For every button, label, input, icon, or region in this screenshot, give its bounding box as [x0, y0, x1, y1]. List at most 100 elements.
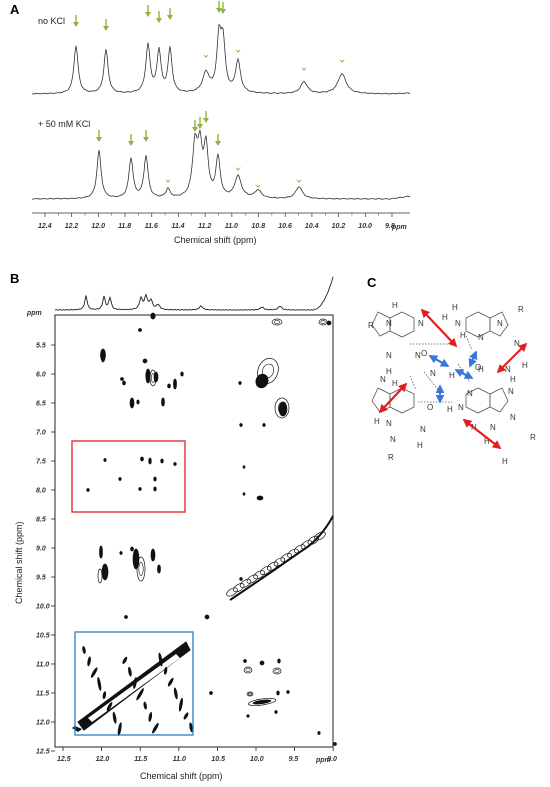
- tick-label-b-y: 11.5: [36, 691, 49, 698]
- tick-label-b-x: 10.0: [250, 756, 264, 763]
- tick-label-b-y: 11.0: [36, 662, 49, 669]
- tick-label-a: 9.8: [385, 223, 395, 230]
- tick-label-b-y: 7.5: [36, 459, 46, 466]
- atom-label: N: [455, 319, 461, 328]
- spectrum-50mm-kcl: [31, 129, 411, 200]
- tick-label-a: 12.0: [91, 223, 105, 230]
- tick-label-b-y: 8.0: [36, 488, 46, 495]
- tick-label-b-y: 10.5: [36, 633, 50, 640]
- atom-label: N: [505, 365, 511, 374]
- y-axis-label-b: Chemical shift (ppm): [14, 521, 24, 604]
- atom-label: N: [458, 403, 464, 412]
- tick-label-b-y: 9.0: [36, 546, 46, 553]
- red-region-box: [71, 440, 186, 513]
- tick-label-a: 11.6: [145, 223, 158, 230]
- atom-label: N: [386, 351, 392, 360]
- noe-arrow: [496, 342, 528, 374]
- atom-label: H: [502, 457, 508, 466]
- noe-arrow: [454, 369, 474, 379]
- condition-50mm-kcl: + 50 mM KCl: [38, 119, 90, 129]
- atom-label: H: [386, 367, 392, 376]
- atom-label: H: [392, 301, 398, 310]
- noe-arrow: [462, 418, 502, 450]
- tick-label-a: 10.8: [252, 223, 266, 230]
- atom-label: O: [475, 363, 481, 372]
- tick-label-a: 10.6: [278, 223, 292, 230]
- tick-label-b-x: 12.5: [57, 756, 71, 763]
- projection-1d: [54, 276, 334, 311]
- atom-label: R: [388, 453, 394, 462]
- tick-label-a: 10.0: [358, 223, 372, 230]
- tick-label-a: 11.0: [225, 223, 238, 230]
- atom-label: N: [418, 319, 424, 328]
- tick-label-a: 11.4: [171, 223, 184, 230]
- panel-c-label: C: [367, 275, 377, 290]
- noesy-crosspeaks: [72, 312, 337, 746]
- atom-label: N: [490, 423, 496, 432]
- atom-label: O: [427, 403, 433, 412]
- atom-label: N: [380, 375, 386, 384]
- atom-label: H: [392, 379, 398, 388]
- atom-label: H: [442, 313, 448, 322]
- atom-label: R: [530, 433, 536, 442]
- atom-label: H: [447, 405, 453, 414]
- atom-label: N: [514, 339, 520, 348]
- tick-label-b-x: 11.5: [134, 756, 147, 763]
- atom-label: R: [368, 321, 374, 330]
- tick-label-b-x: 10.5: [211, 756, 225, 763]
- tick-label-b-y: 12.0: [36, 720, 50, 727]
- tick-label-a: 11.8: [118, 223, 131, 230]
- panel-b-label: B: [10, 271, 19, 286]
- tick-label-b-y: 6.5: [36, 401, 46, 408]
- panel-c: C HRNNHNHNNOHNHHNONRNHNHNHNOHNHNNRHNNNHN…: [367, 275, 536, 466]
- blue-region-box: [74, 631, 194, 736]
- tick-label-b-x: 11.0: [173, 756, 186, 763]
- tick-label-b-x: 9.0: [327, 756, 337, 763]
- tick-label-a: 11.2: [198, 223, 211, 230]
- atom-label: R: [518, 305, 524, 314]
- atom-label: N: [420, 425, 426, 434]
- atom-label: H: [522, 361, 528, 370]
- peak-arrows-50mm-kcl: [96, 111, 302, 188]
- atom-label: N: [478, 333, 484, 342]
- atom-label: N: [390, 435, 396, 444]
- x-axis-label-a: Chemical shift (ppm): [174, 235, 257, 245]
- tick-label-a: 10.4: [305, 223, 319, 230]
- g-quartet-atoms: HRNNHNHNNOHNHHNONRNHNHNHNOHNHNNRHNNNHNRH…: [368, 301, 536, 466]
- atom-label: N: [508, 387, 514, 396]
- tick-label-b-x: 12.0: [96, 756, 110, 763]
- atom-label: H: [460, 331, 466, 340]
- panel-a-label: A: [10, 2, 20, 17]
- atom-label: N: [510, 413, 516, 422]
- noe-arrow: [420, 308, 458, 348]
- tick-label-b-y: 9.5: [36, 575, 46, 582]
- atom-label: H: [417, 441, 423, 450]
- x-axis-label-b: Chemical shift (ppm): [140, 771, 223, 781]
- atom-label: H: [374, 417, 380, 426]
- atom-label: H: [510, 375, 516, 384]
- x-ticks-a: 12.4 12.2 12.0 11.8 11.6 11.4 11.2 11.0 10.8 10.6…: [38, 213, 395, 230]
- atom-label: H: [449, 371, 455, 380]
- atom-label: N: [497, 319, 503, 328]
- tick-label-b-y: 6.0: [36, 372, 46, 379]
- y-ticks-b: 5.5 6.0 6.5 7.0 7.5 8.0 8.5 9.0 9.5 10.0 10.5 11.0 1…: [36, 343, 55, 756]
- tick-label-b-y: 7.0: [36, 430, 46, 437]
- tick-label-a: 12.4: [38, 223, 52, 230]
- atom-label: O: [421, 349, 427, 358]
- unit-label-b-top: ppm: [26, 310, 42, 317]
- atom-label: N: [415, 351, 421, 360]
- panel-b: B ppm 12.5 12.0 11.5 11.0 10.5 10.0 9.5 9.0 5.5…: [10, 271, 337, 781]
- unit-label-b: ppm: [315, 757, 331, 764]
- spectrum-no-kcl: [31, 23, 411, 95]
- noe-arrow: [378, 382, 408, 414]
- noe-arrows: [378, 308, 528, 450]
- condition-no-kcl: no KCl: [38, 16, 65, 26]
- atom-label: N: [386, 419, 392, 428]
- x-ticks-b: 12.5 12.0 11.5 11.0 10.5 10.0 9.5 9.0: [57, 747, 337, 763]
- atom-label: H: [452, 303, 458, 312]
- noe-arrow: [468, 350, 478, 368]
- atom-label: H: [478, 365, 484, 374]
- atom-label: N: [386, 319, 392, 328]
- atom-label: N: [430, 369, 436, 378]
